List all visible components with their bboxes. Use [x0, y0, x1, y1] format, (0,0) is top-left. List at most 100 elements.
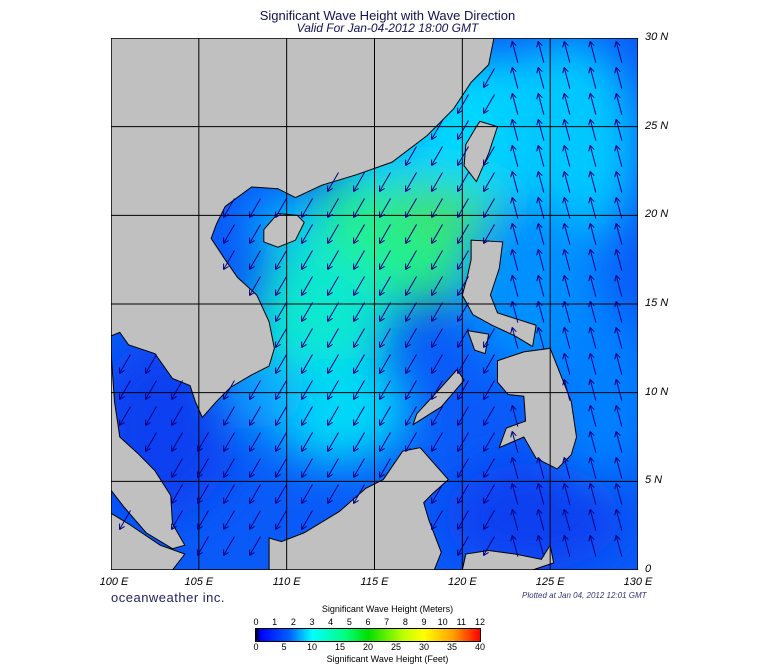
colorbar-tick-meters: 11 [456, 617, 466, 627]
land [111, 38, 578, 570]
wave-direction-arrow [301, 250, 313, 270]
wave-direction-arrow [275, 484, 287, 504]
wave-direction-arrow [457, 250, 469, 270]
wave-direction-arrow [353, 458, 365, 478]
wave-direction-arrow [457, 354, 469, 374]
wave-direction-arrow [510, 145, 519, 167]
wave-direction-arrow [457, 484, 469, 504]
wave-direction-arrow [614, 93, 623, 115]
wave-direction-arrow [327, 250, 339, 270]
latitude-label: 0 [645, 563, 652, 575]
wave-direction-arrow [588, 67, 597, 89]
wave-direction-arrow [197, 536, 209, 556]
wave-direction-arrow [223, 510, 235, 530]
wave-direction-arrow [353, 224, 365, 244]
wave-direction-arrow [275, 276, 287, 296]
wave-direction-arrow [457, 198, 469, 218]
wave-direction-arrow [457, 276, 469, 296]
land-taiwan [463, 120, 499, 183]
wave-direction-arrow [588, 327, 597, 349]
wave-direction-arrow [510, 405, 519, 427]
colorbar-tick-feet: 10 [306, 642, 317, 652]
longitude-label: 125 E [535, 576, 565, 588]
wave-direction-arrow [536, 457, 545, 479]
wave-direction-arrow [249, 510, 261, 530]
wave-direction-arrow [562, 379, 571, 401]
wave-direction-arrow [588, 197, 597, 219]
wave-direction-arrow [171, 458, 183, 478]
wave-direction-arrow [275, 354, 287, 374]
wave-direction-arrow [483, 94, 495, 114]
wave-direction-arrow [431, 328, 443, 348]
wave-direction-arrow [379, 172, 391, 192]
wave-direction-arrow [431, 224, 443, 244]
map-title: Significant Wave Height with Wave Direct… [259, 8, 516, 23]
wave-direction-arrow [431, 198, 443, 218]
wave-direction-arrow [249, 250, 261, 270]
wave-direction-arrow [275, 380, 287, 400]
wave-direction-arrow [562, 353, 571, 375]
wave-direction-arrow [614, 223, 623, 245]
wave-direction-arrow [457, 302, 469, 322]
colorbar-tick-meters: 10 [437, 617, 448, 627]
wave-direction-arrow [405, 250, 417, 270]
wave-direction-arrow [483, 354, 495, 374]
colorbar-tick-meters: 6 [365, 617, 371, 627]
wave-direction-arrow [510, 119, 519, 141]
plotted-timestamp: Plotted at Jan 04, 2012 12:01 GMT [522, 591, 647, 600]
colorbar-tick-meters: 12 [474, 617, 485, 627]
wave-direction-arrow [405, 302, 417, 322]
wave-direction-arrow [510, 431, 519, 453]
land-borneo [268, 447, 449, 570]
wave-direction-arrow [614, 301, 623, 323]
wave-direction-arrow [588, 353, 597, 375]
wave-direction-arrow [223, 224, 235, 244]
wave-direction-arrow [301, 432, 313, 452]
wave-direction-arrow [562, 301, 571, 323]
colorbar-title-feet: Significant Wave Height (Feet) [326, 654, 449, 664]
wave-direction-arrow [327, 276, 339, 296]
wave-height-blob [444, 463, 621, 570]
wave-direction-arrow [119, 380, 131, 400]
wave-direction-arrow [457, 146, 469, 166]
wave-direction-arrow [353, 432, 365, 452]
wave-direction-arrow [275, 302, 287, 322]
wave-direction-arrow [483, 406, 495, 426]
wave-direction-arrow [614, 171, 623, 193]
wave-direction-arrow [457, 458, 469, 478]
wave-direction-arrow [588, 535, 597, 557]
wave-direction-arrows [119, 41, 623, 557]
wave-direction-arrow [171, 484, 183, 504]
colorbar-tick-meters: 4 [328, 617, 334, 627]
wave-direction-arrow [353, 250, 365, 270]
wave-direction-arrow [379, 380, 391, 400]
wave-direction-arrow [353, 484, 365, 504]
wave-direction-arrow [536, 93, 545, 115]
wave-direction-arrow [431, 484, 443, 504]
wave-direction-arrow [275, 432, 287, 452]
colorbar-tick-feet: 5 [281, 642, 287, 652]
wave-direction-arrow [197, 432, 209, 452]
wave-direction-arrow [301, 224, 313, 244]
wave-direction-arrow [275, 406, 287, 426]
wave-direction-arrow [614, 249, 623, 271]
wave-direction-arrow [249, 536, 261, 556]
wave-direction-arrow [562, 119, 571, 141]
wave-direction-arrow [379, 276, 391, 296]
wave-direction-arrow [223, 406, 235, 426]
wave-direction-arrow [431, 510, 443, 530]
wave-direction-arrow [614, 535, 623, 557]
wave-direction-arrow [536, 41, 545, 63]
wave-direction-arrow [457, 94, 469, 114]
wave-direction-arrow [171, 380, 183, 400]
wave-direction-arrow [405, 146, 417, 166]
wave-direction-arrow [171, 432, 183, 452]
wave-direction-arrow [353, 276, 365, 296]
map-subtitle: Valid For Jan-04-2012 18:00 GMT [296, 21, 479, 35]
wave-direction-arrow [614, 483, 623, 505]
wave-direction-arrow [457, 510, 469, 530]
wave-direction-arrow [223, 198, 235, 218]
wave-direction-arrow [510, 483, 519, 505]
wave-direction-arrow [562, 145, 571, 167]
wave-direction-arrow [614, 353, 623, 375]
